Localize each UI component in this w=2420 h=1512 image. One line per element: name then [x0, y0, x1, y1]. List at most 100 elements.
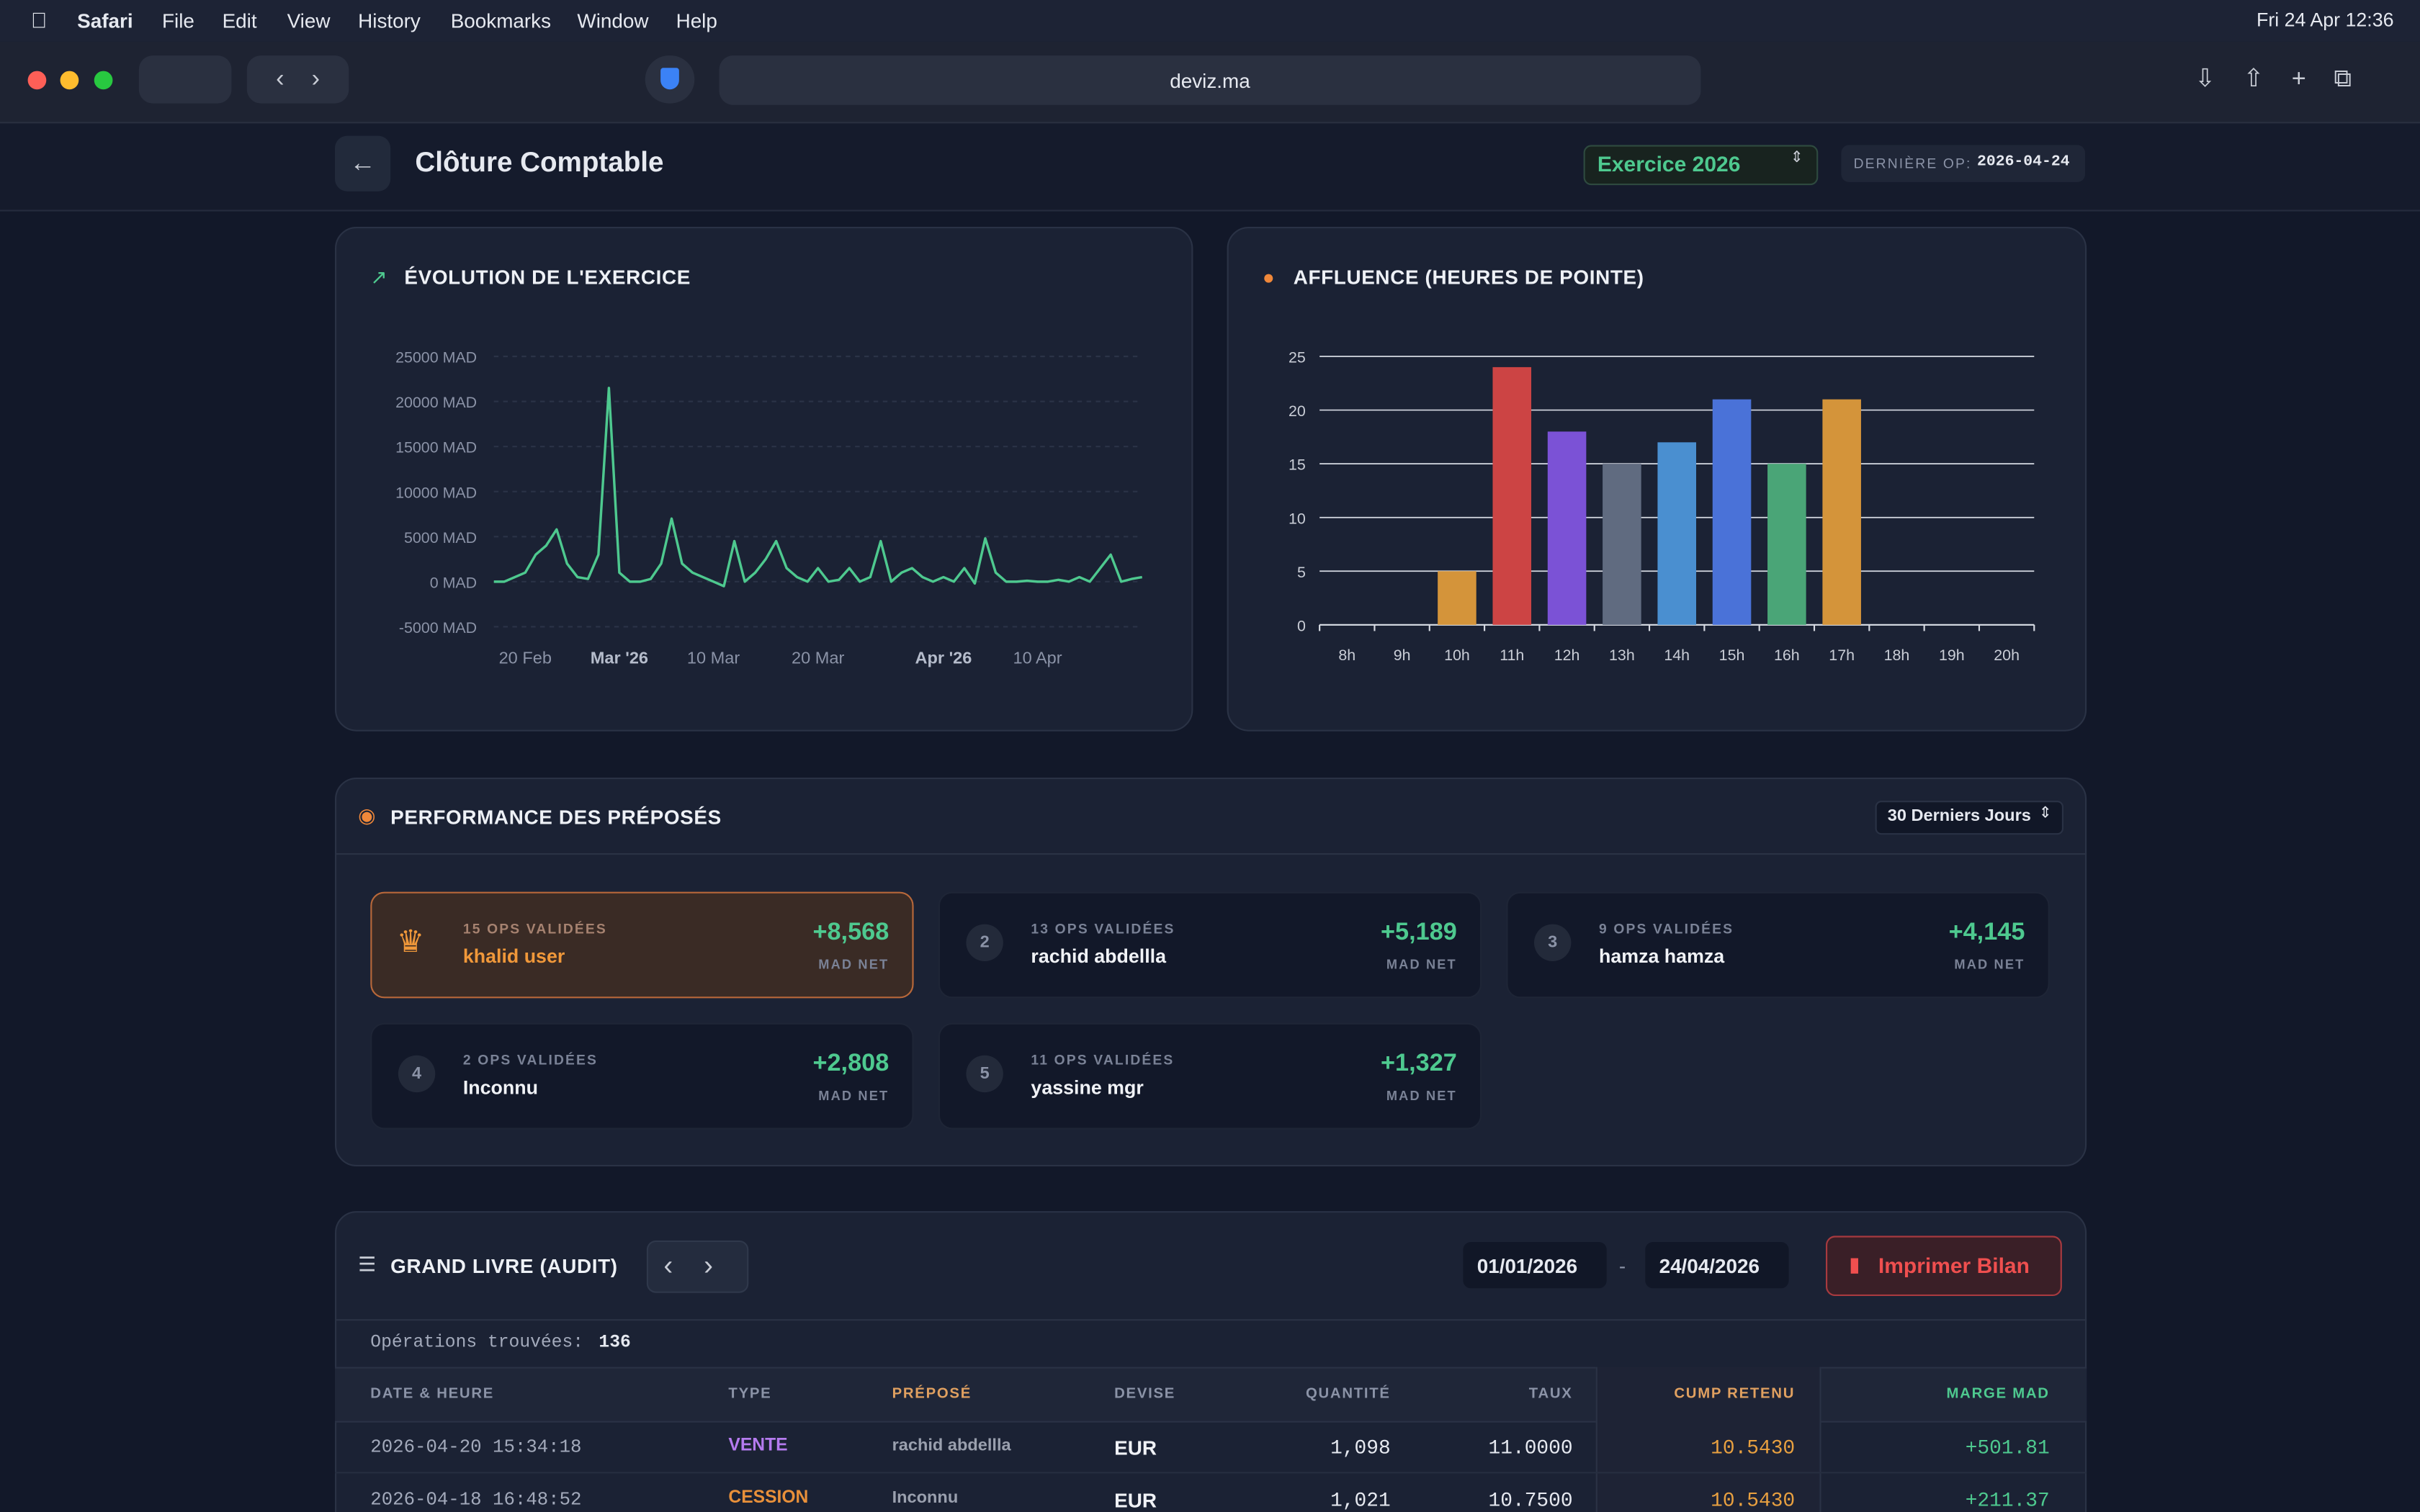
rank-badge: 2 — [966, 924, 1003, 961]
agent-name: Inconnu — [462, 1076, 539, 1099]
x-tick-label: 18h — [1884, 647, 1910, 664]
rank-badge: 5 — [966, 1055, 1003, 1093]
date-from-input[interactable] — [1463, 1242, 1607, 1289]
column-header: TYPE — [728, 1385, 772, 1403]
column-header: DEVISE — [1114, 1385, 1176, 1403]
table-cell: 1,098 — [1330, 1436, 1391, 1460]
period-select[interactable] — [1875, 801, 2063, 835]
chart-title: AFFLUENCE (HEURES DE POINTE) — [1293, 265, 1644, 289]
net-amount: +8,568 — [812, 919, 889, 946]
agent-name: rachid abdellla — [1031, 945, 1166, 968]
rank-badge: 3 — [1534, 924, 1572, 961]
menu-item: File — [162, 9, 194, 32]
y-tick-label: 5 — [1297, 564, 1306, 581]
table-cell: Inconnu — [892, 1488, 959, 1508]
bar — [1438, 571, 1476, 625]
select-arrows: ⇕ — [2038, 805, 2052, 823]
exercise-select[interactable] — [1583, 145, 1819, 186]
x-tick-label: 17h — [1829, 647, 1855, 664]
ops-count: 9 OPS VALIDÉES — [1599, 921, 1734, 937]
net-amount: +5,189 — [1381, 919, 1457, 946]
y-tick-label: 25 — [1289, 349, 1306, 366]
row-divider — [335, 1472, 2087, 1474]
ops-count: 11 OPS VALIDÉES — [1031, 1052, 1175, 1068]
last-op-value: 2026-04-24 — [1977, 154, 2070, 171]
nav-buttons[interactable]: ‹ › — [246, 55, 349, 104]
y-tick-label: 20 — [1289, 402, 1306, 420]
x-tick-label: 15h — [1719, 647, 1745, 664]
menu-item: History — [358, 9, 421, 32]
bar-chart-card — [1227, 227, 2087, 732]
ops-count: 13 OPS VALIDÉES — [1031, 921, 1175, 937]
agent-card — [370, 891, 914, 999]
menu-item: Window — [577, 9, 649, 32]
pdf-icon: ▮ — [1849, 1253, 1860, 1277]
y-tick-label: 10 — [1289, 510, 1306, 527]
table-cell: EUR — [1114, 1488, 1157, 1512]
x-tick-label: 19h — [1939, 647, 1965, 664]
table-cell: CESSION — [728, 1488, 809, 1508]
column-header: DATE & HEURE — [370, 1385, 495, 1403]
crown-icon: ♛ — [396, 925, 425, 960]
x-tick-label: 10h — [1444, 647, 1470, 664]
list-icon: ☰ — [358, 1253, 377, 1277]
found-count: 136 — [599, 1333, 631, 1354]
clock: Fri 24 Apr 12:36 — [2256, 9, 2394, 31]
bar — [1603, 464, 1641, 625]
date-to-input[interactable] — [1645, 1242, 1789, 1289]
sidebar-button[interactable] — [138, 55, 232, 104]
column-header: TAUX — [1528, 1385, 1573, 1403]
y-tick-label: 15000 MAD — [395, 439, 477, 456]
date-from: 01/01/2026 — [1476, 1254, 1578, 1278]
table-cell: 2026-04-18 16:48:52 — [370, 1488, 582, 1511]
pager[interactable]: ‹ › — [646, 1240, 749, 1293]
toolbar-actions[interactable]: ⇩⇧+⧉ — [2195, 66, 2380, 93]
net-unit: MAD NET — [1386, 956, 1457, 972]
agent-card — [938, 891, 1482, 999]
back-button[interactable]: ← — [335, 135, 391, 192]
bar — [1492, 366, 1532, 625]
x-tick-label: 8h — [1338, 647, 1355, 664]
table-cell: 10.5430 — [1711, 1436, 1796, 1460]
x-tick-label: 9h — [1394, 647, 1411, 664]
section-title: GRAND LIVRE (AUDIT) — [390, 1254, 618, 1278]
date-to: 24/04/2026 — [1659, 1254, 1760, 1278]
table-cell: EUR — [1114, 1436, 1157, 1460]
agent-name: hamza hamza — [1599, 945, 1725, 968]
select-arrows: ⇕ — [1790, 149, 1803, 167]
trend-icon: ↗ — [370, 265, 387, 289]
menubar — [0, 0, 2420, 42]
net-unit: MAD NET — [1954, 956, 2025, 972]
period-label: 30 Derniers Jours — [1887, 806, 2031, 826]
fire-icon: ● — [1262, 265, 1275, 289]
table-cell: 10.7500 — [1488, 1488, 1573, 1512]
x-tick-label: 20 Mar — [792, 648, 844, 667]
zoom-button[interactable] — [94, 71, 113, 90]
found-label: Opérations trouvées: — [370, 1333, 584, 1354]
rank-badge: 4 — [398, 1055, 436, 1093]
bar — [1547, 431, 1587, 625]
apple-icon[interactable]:  — [31, 8, 48, 32]
line-chart-card — [335, 227, 1193, 732]
bar — [1822, 399, 1861, 625]
table-cell: VENTE — [728, 1436, 788, 1455]
shield-button[interactable] — [645, 55, 695, 104]
x-tick-label: 14h — [1664, 647, 1690, 664]
chart-title: ÉVOLUTION DE L'EXERCICE — [404, 265, 691, 289]
line-series — [493, 387, 1143, 588]
column-header: QUANTITÉ — [1305, 1385, 1391, 1403]
agent-card — [370, 1022, 914, 1130]
exercise-label: Exercice 2026 — [1597, 151, 1741, 176]
close-button[interactable] — [27, 71, 47, 90]
print-button[interactable] — [1826, 1236, 2062, 1296]
y-tick-label: 25000 MAD — [395, 349, 477, 366]
menu-item: Edit — [222, 9, 257, 32]
minimize-button[interactable] — [60, 71, 79, 90]
agent-name: khalid user — [462, 945, 565, 968]
bar — [1657, 442, 1696, 625]
table-cell: 11.0000 — [1488, 1436, 1573, 1460]
net-amount: +2,808 — [812, 1050, 889, 1077]
address-bar[interactable] — [719, 55, 1701, 105]
